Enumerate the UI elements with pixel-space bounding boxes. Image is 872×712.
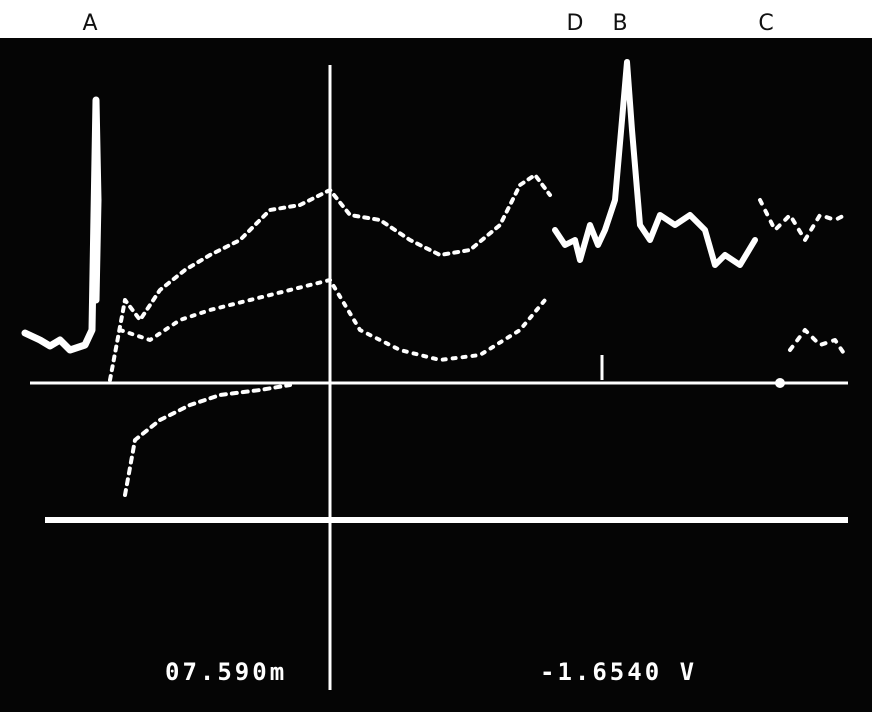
dot xyxy=(775,378,785,388)
marker-label: B xyxy=(612,11,627,36)
readout: -1.6540 V xyxy=(540,658,697,686)
screen xyxy=(0,38,872,712)
marker-label: D xyxy=(567,11,584,36)
trace xyxy=(788,328,847,357)
trace xyxy=(21,96,102,354)
trace xyxy=(118,278,547,362)
trace xyxy=(758,198,847,242)
marker-label: C xyxy=(758,11,773,36)
marker-label: A xyxy=(82,11,97,36)
readout: 07.590m xyxy=(165,658,287,686)
trace xyxy=(123,383,292,497)
trace xyxy=(108,173,552,382)
trace xyxy=(552,59,758,268)
